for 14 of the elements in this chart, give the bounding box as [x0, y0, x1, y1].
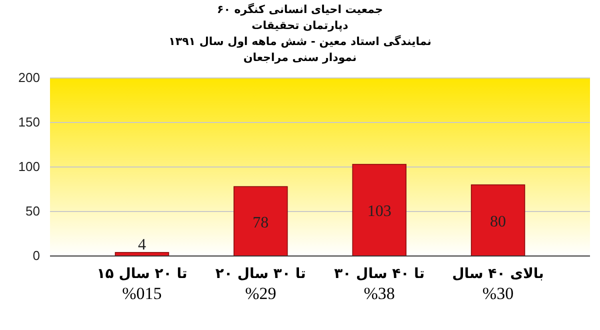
- y-tick-label: 200: [18, 70, 40, 86]
- chart-subtitle: دپارتمان تحقیقات نمایندگی استاد معین - شش ماهه اول سال ۱۳۹۱ نمودار سنی مراجعان: [168, 19, 432, 64]
- bar: [470, 184, 526, 256]
- y-tick-label: 0: [32, 248, 40, 264]
- data-label: 78: [252, 214, 269, 232]
- data-label: 103: [367, 203, 392, 220]
- data-label: 80: [490, 213, 506, 230]
- y-tick-label: 150: [18, 114, 40, 130]
- y-tick-label: 50: [26, 204, 40, 219]
- data-label: 4: [138, 236, 146, 254]
- bar: [352, 164, 406, 256]
- chart-title: جمعیت احیای انسانی کنگره ۶۰: [217, 3, 383, 16]
- y-tick-label: 100: [18, 159, 40, 174]
- bar: [234, 186, 288, 256]
